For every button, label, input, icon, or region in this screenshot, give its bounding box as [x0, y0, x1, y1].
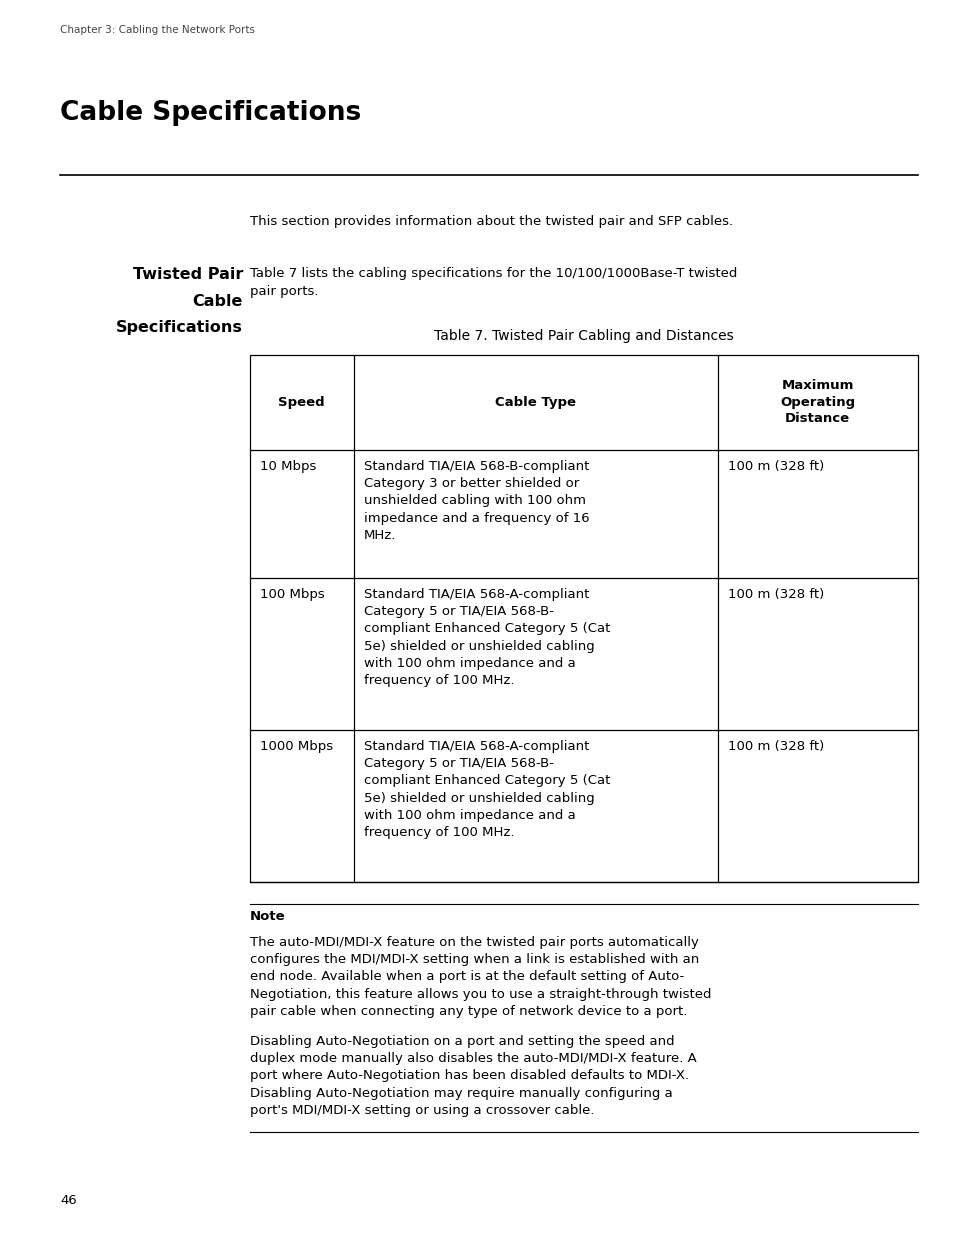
Text: Maximum
Operating
Distance: Maximum Operating Distance [780, 379, 855, 426]
Text: 1000 Mbps: 1000 Mbps [260, 740, 333, 753]
Text: Table 7. Twisted Pair Cabling and Distances: Table 7. Twisted Pair Cabling and Distan… [434, 329, 733, 343]
Text: 46: 46 [60, 1194, 76, 1207]
Text: Note: Note [250, 910, 285, 923]
Text: Cable Type: Cable Type [495, 396, 576, 409]
Bar [250, 354, 917, 882]
Text: Twisted Pair: Twisted Pair [132, 267, 243, 282]
Text: The auto-MDI/MDI-X feature on the twisted pair ports automatically
configures th: The auto-MDI/MDI-X feature on the twiste… [250, 936, 711, 1018]
Text: Chapter 3: Cabling the Network Ports: Chapter 3: Cabling the Network Ports [60, 25, 254, 35]
Text: Disabling Auto-Negotiation on a port and setting the speed and
duplex mode manua: Disabling Auto-Negotiation on a port and… [250, 1035, 696, 1116]
Text: 100 m (328 ft): 100 m (328 ft) [727, 588, 823, 601]
Text: Speed: Speed [278, 396, 325, 409]
Text: Table 7 lists the cabling specifications for the 10/100/1000Base-T twisted
pair : Table 7 lists the cabling specifications… [250, 267, 737, 298]
Text: Specifications: Specifications [116, 320, 243, 335]
Text: 100 m (328 ft): 100 m (328 ft) [727, 740, 823, 753]
Text: Standard TIA/EIA 568-A-compliant
Category 5 or TIA/EIA 568-B-
compliant Enhanced: Standard TIA/EIA 568-A-compliant Categor… [363, 588, 609, 687]
Text: 100 m (328 ft): 100 m (328 ft) [727, 459, 823, 473]
Text: 10 Mbps: 10 Mbps [260, 459, 316, 473]
Text: Cable: Cable [193, 294, 243, 309]
Text: This section provides information about the twisted pair and SFP cables.: This section provides information about … [250, 215, 732, 228]
Text: 100 Mbps: 100 Mbps [260, 588, 324, 601]
Text: Standard TIA/EIA 568-B-compliant
Category 3 or better shielded or
unshielded cab: Standard TIA/EIA 568-B-compliant Categor… [363, 459, 589, 542]
Text: Cable Specifications: Cable Specifications [60, 100, 361, 126]
Text: Standard TIA/EIA 568-A-compliant
Category 5 or TIA/EIA 568-B-
compliant Enhanced: Standard TIA/EIA 568-A-compliant Categor… [363, 740, 609, 839]
